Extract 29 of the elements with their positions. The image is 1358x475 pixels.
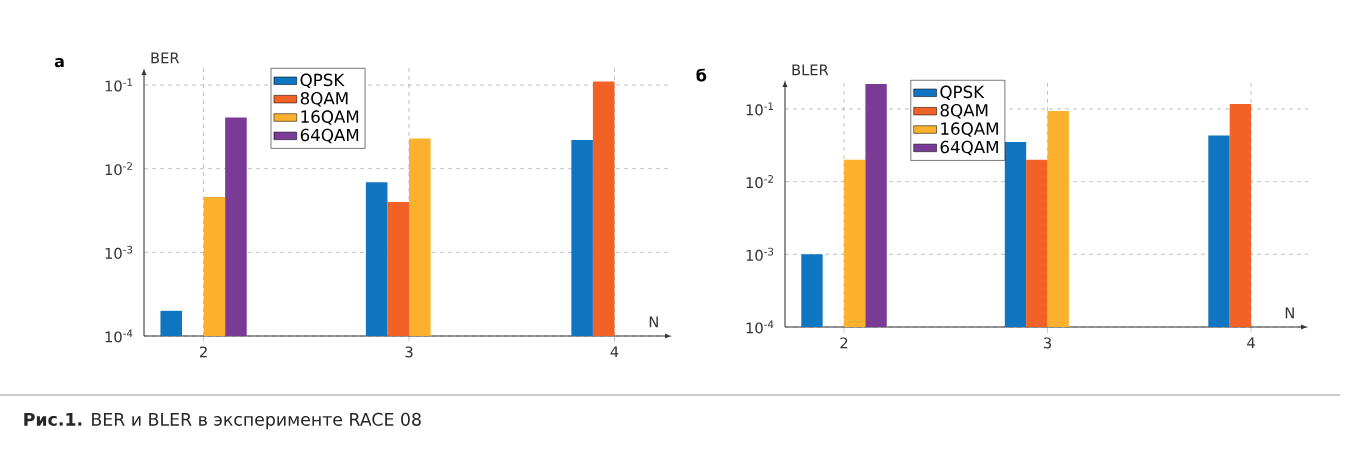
chart-title: б <box>696 68 707 82</box>
legend-label: 64QAM <box>940 140 998 156</box>
x-tick-label: 2 <box>199 346 207 358</box>
y-tick-label: 10$^{-4}$ <box>746 320 774 334</box>
y-axis-title: BLER <box>792 64 829 76</box>
legend-label: 8QAM <box>300 91 348 107</box>
y-tick-label: 10$^{-3}$ <box>105 245 133 259</box>
y-axis-title: BER <box>151 52 180 64</box>
y-tick-label: 10$^{-4}$ <box>105 329 133 343</box>
legend-label: 16QAM <box>301 110 359 125</box>
x-axis-title: N <box>1285 307 1294 319</box>
y-tick-label: 10$^{-3}$ <box>746 247 774 261</box>
chart-title: а <box>54 58 64 68</box>
x-tick-label: 3 <box>405 346 413 358</box>
y-tick-label: 10$^{-2}$ <box>105 162 132 176</box>
x-tick-label: 4 <box>1247 337 1255 349</box>
x-axis-title: N <box>649 316 658 328</box>
legend-label: QPSK <box>300 73 345 89</box>
x-tick-label: 4 <box>610 346 619 358</box>
legend-label: 16QAM <box>941 122 998 137</box>
y-tick-label: 10$^{-2}$ <box>746 175 773 189</box>
legend-label: QPSK <box>940 85 985 101</box>
y-tick-label: 10$^{-1}$ <box>105 78 132 92</box>
text: Рис.1. BER и BLER в эксперименте RACE 08 <box>24 412 421 430</box>
legend-label: 8QAM <box>940 103 988 119</box>
y-tick-label: 10$^{-1}$ <box>746 102 773 116</box>
legend-label: 64QAM <box>300 128 359 144</box>
x-tick-label: 2 <box>840 337 848 349</box>
x-tick-label: 3 <box>1043 337 1052 349</box>
